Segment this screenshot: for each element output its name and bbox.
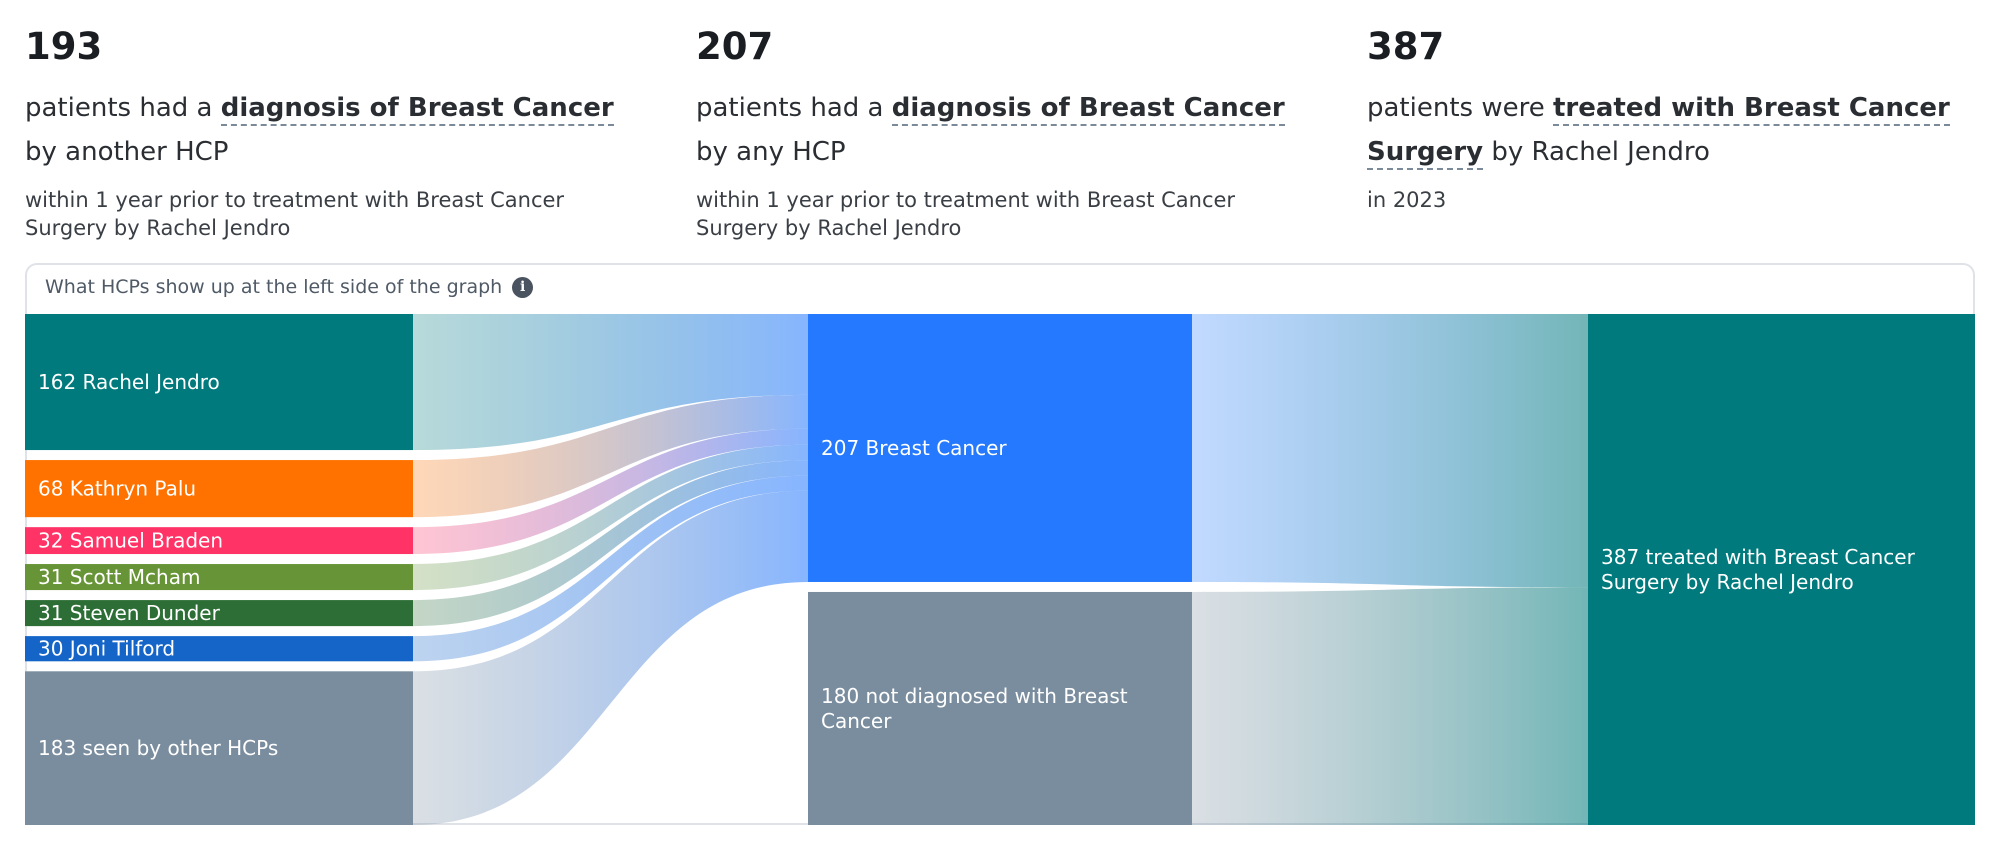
node-bar-sb[interactable] — [25, 527, 413, 555]
node-rj[interactable]: 162 Rachel Jendro — [25, 314, 413, 451]
stat-headline: patients had a diagnosis of Breast Cance… — [696, 86, 1316, 174]
link-sm-to-bc[interactable] — [413, 444, 808, 591]
stat-headline: patients were treated with Breast Cancer… — [1367, 86, 1967, 174]
node-kp[interactable]: 68 Kathryn Palu — [25, 460, 413, 518]
headline-term-link[interactable]: diagnosis of Breast Cancer — [220, 93, 614, 126]
node-label-rj: 162 Rachel Jendro — [38, 370, 220, 394]
node-bc[interactable]: 207 Breast Cancer — [808, 314, 1192, 582]
link-other-to-bc[interactable] — [413, 490, 808, 825]
stat-subtext: within 1 year prior to treatment with Br… — [696, 188, 1236, 240]
node-bar-jt[interactable] — [25, 636, 413, 662]
stat-block-any-hcp: 207 patients had a diagnosis of Breast C… — [696, 22, 1316, 242]
node-bar-rj[interactable] — [25, 314, 413, 451]
link-bc-to-treated[interactable] — [1192, 314, 1588, 588]
stat-number: 207 — [696, 25, 774, 68]
headline-term-link[interactable]: diagnosis of Breast Cancer — [891, 93, 1285, 126]
node-label-other: 183 seen by other HCPs — [38, 736, 278, 760]
node-bar-sm[interactable] — [25, 564, 413, 591]
headline-post: by Rachel Jendro — [1483, 137, 1710, 167]
node-bar-other[interactable] — [25, 671, 413, 825]
sankey-links — [413, 314, 1588, 825]
stat-number: 193 — [25, 25, 103, 68]
link-kp-to-bc[interactable] — [413, 394, 808, 518]
node-sm[interactable]: 31 Scott Mcham — [25, 564, 413, 591]
info-icon[interactable]: i — [512, 276, 534, 298]
link-rj-to-bc[interactable] — [413, 314, 808, 451]
headline-post: by any HCP — [696, 137, 846, 167]
sankey-nodes: 162 Rachel Jendro 68 Kathryn Palu 32 Samue… — [25, 314, 1975, 825]
stat-subtext: in 2023 — [1367, 188, 1447, 212]
headline-post: by another HCP — [25, 137, 229, 167]
node-sd[interactable]: 31 Steven Dunder — [25, 600, 413, 627]
node-bar-kp[interactable] — [25, 460, 413, 518]
headline-pre: patients had a — [25, 93, 221, 123]
node-label-tr: 387 treated with Breast Cancer Surgery by… — [1601, 545, 1916, 594]
link-sb-to-bc[interactable] — [413, 428, 808, 555]
panel-title: What HCPs show up at the left side of th… — [45, 276, 534, 298]
link-nbc-to-treated[interactable] — [1192, 587, 1588, 825]
headline-pre: patients were — [1367, 93, 1553, 123]
headline-pre: patients had a — [696, 93, 892, 123]
node-bar-tr[interactable] — [1588, 314, 1975, 825]
node-label-sd: 31 Steven Dunder — [38, 601, 221, 625]
link-sd-to-bc[interactable] — [413, 460, 808, 627]
node-bar-nbc[interactable] — [808, 591, 1192, 825]
node-label-sm: 31 Scott Mcham — [38, 565, 200, 589]
stat-block-treated: 387 patients were treated with Breast Ca… — [1367, 22, 1967, 214]
node-bar-bc[interactable] — [808, 314, 1192, 582]
node-other[interactable]: 183 seen by other HCPs — [25, 671, 413, 825]
node-label-bc: 207 Breast Cancer — [821, 436, 1007, 460]
node-bar-sd[interactable] — [25, 600, 413, 627]
stat-headline: patients had a diagnosis of Breast Cance… — [25, 86, 645, 174]
node-tr[interactable]: 387 treated with Breast Cancer Surgery by… — [1588, 314, 1975, 825]
node-sb[interactable]: 32 Samuel Braden — [25, 527, 413, 555]
node-jt[interactable]: 30 Joni Tilford — [25, 636, 413, 662]
node-label-sb: 32 Samuel Braden — [38, 529, 223, 553]
stat-block-another-hcp: 193 patients had a diagnosis of Breast C… — [25, 22, 645, 242]
headline-term-link[interactable]: treated with Breast Cancer Surgery — [1367, 93, 1950, 170]
node-label-kp: 68 Kathryn Palu — [38, 477, 196, 501]
stat-number: 387 — [1367, 25, 1445, 68]
panel-title-text: What HCPs show up at the left side of th… — [45, 276, 503, 298]
stat-subtext: within 1 year prior to treatment with Br… — [25, 188, 565, 240]
node-label-jt: 30 Joni Tilford — [38, 637, 175, 661]
node-label-nbc: 180 not diagnosed with Breast Cancer — [821, 684, 1128, 733]
node-nbc[interactable]: 180 not diagnosed with Breast Cancer — [808, 591, 1192, 825]
link-jt-to-bc[interactable] — [413, 475, 808, 662]
